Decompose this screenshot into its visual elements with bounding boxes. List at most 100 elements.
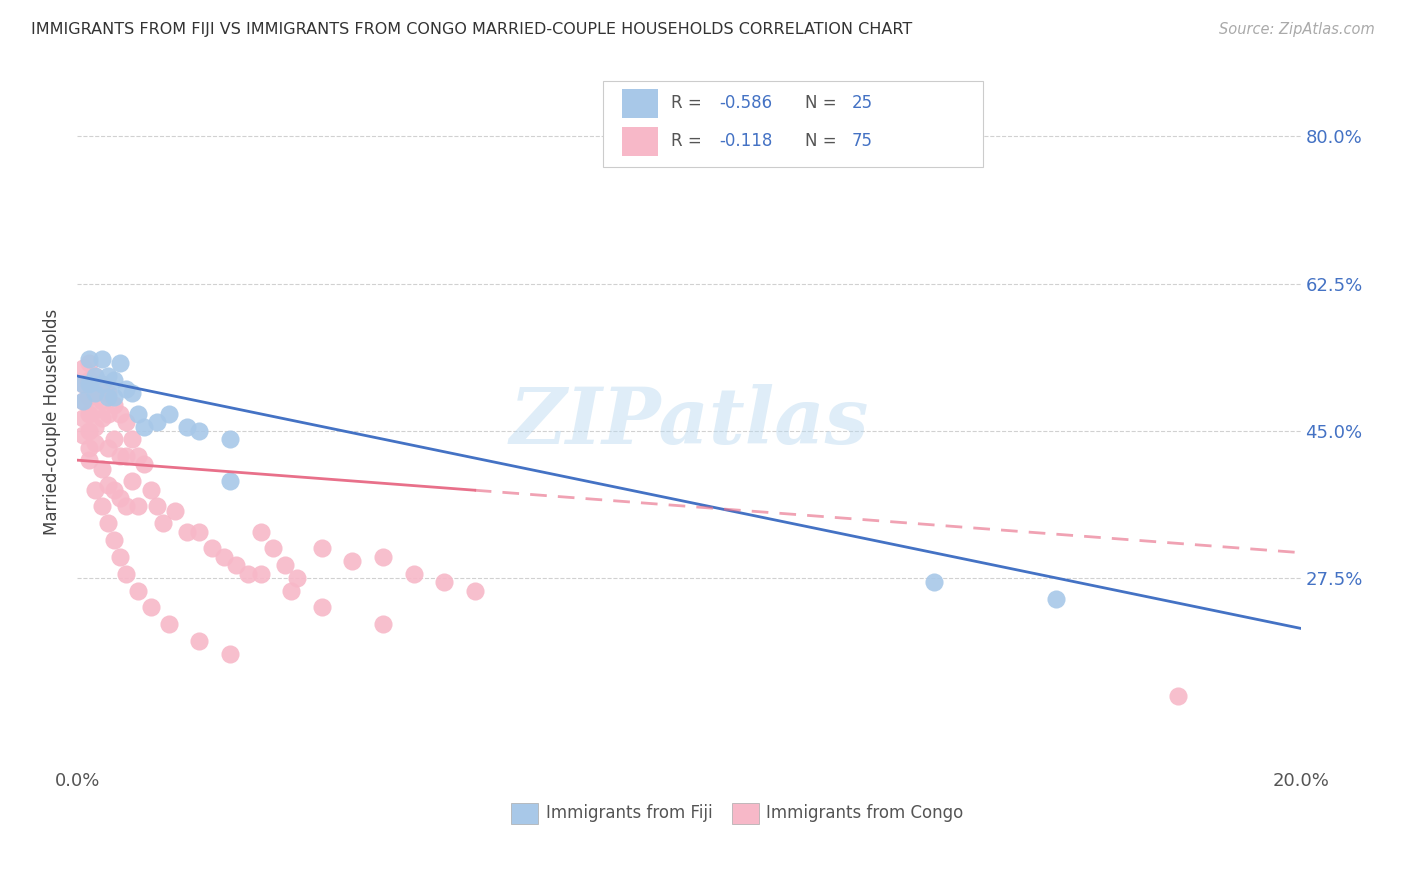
Point	[90, 500, 112, 514]
Point	[188, 634, 211, 648]
Point	[127, 407, 149, 421]
Point	[90, 352, 112, 367]
Point	[188, 524, 211, 539]
Point	[225, 558, 247, 573]
Point	[90, 377, 112, 392]
Point	[285, 571, 308, 585]
Point	[219, 432, 242, 446]
Point	[1167, 689, 1189, 703]
Point	[311, 541, 333, 556]
Point	[103, 390, 125, 404]
Point	[72, 428, 94, 442]
Bar	[731, 803, 759, 823]
Point	[145, 500, 167, 514]
Point	[127, 583, 149, 598]
Point	[79, 424, 101, 438]
Point	[97, 390, 120, 404]
Point	[79, 441, 101, 455]
Point	[115, 449, 138, 463]
Text: 25: 25	[852, 95, 873, 112]
Text: -0.586: -0.586	[720, 95, 772, 112]
Text: N =: N =	[806, 95, 842, 112]
Bar	[621, 88, 658, 118]
Point	[115, 415, 138, 429]
Point	[176, 419, 198, 434]
Text: Immigrants from Fiji: Immigrants from Fiji	[546, 805, 713, 822]
Point	[97, 407, 120, 421]
Point	[311, 600, 333, 615]
Point	[79, 352, 101, 367]
Point	[922, 575, 945, 590]
Y-axis label: Married-couple Households: Married-couple Households	[44, 310, 60, 535]
Point	[163, 503, 186, 517]
Point	[262, 541, 284, 556]
Text: Source: ZipAtlas.com: Source: ZipAtlas.com	[1219, 22, 1375, 37]
Point	[108, 449, 131, 463]
Point	[127, 500, 149, 514]
Text: N =: N =	[806, 132, 842, 150]
Point	[212, 549, 235, 564]
Point	[152, 516, 174, 531]
Point	[371, 549, 394, 564]
Point	[249, 566, 271, 581]
Point	[108, 407, 131, 421]
Point	[90, 411, 112, 425]
Point	[90, 461, 112, 475]
Point	[72, 411, 94, 425]
Point	[84, 369, 107, 384]
Point	[84, 385, 107, 400]
Point	[274, 558, 297, 573]
Point	[157, 617, 180, 632]
Point	[342, 554, 364, 568]
Point	[121, 474, 143, 488]
Point	[464, 583, 486, 598]
Point	[79, 377, 101, 392]
Point	[1045, 591, 1067, 606]
Point	[72, 377, 94, 392]
Point	[402, 566, 425, 581]
Point	[72, 394, 94, 409]
Point	[84, 436, 107, 450]
Point	[219, 647, 242, 661]
Point	[176, 524, 198, 539]
Point	[72, 394, 94, 409]
Text: ZIPatlas: ZIPatlas	[509, 384, 869, 460]
Point	[72, 377, 94, 392]
Text: R =: R =	[671, 95, 706, 112]
Point	[371, 617, 394, 632]
Point	[79, 407, 101, 421]
Point	[219, 474, 242, 488]
Point	[157, 407, 180, 421]
Point	[79, 373, 101, 387]
Point	[84, 402, 107, 417]
Point	[90, 377, 112, 392]
Point	[121, 432, 143, 446]
Text: 75: 75	[852, 132, 873, 150]
Point	[84, 419, 107, 434]
Point	[72, 360, 94, 375]
Point	[97, 441, 120, 455]
Point	[103, 399, 125, 413]
Point	[103, 483, 125, 497]
Point	[84, 369, 107, 384]
Point	[97, 369, 120, 384]
Point	[115, 382, 138, 396]
Point	[103, 373, 125, 387]
Point	[90, 394, 112, 409]
Point	[134, 458, 156, 472]
Point	[139, 600, 162, 615]
Point	[79, 390, 101, 404]
Point	[139, 483, 162, 497]
Point	[280, 583, 302, 598]
Point	[97, 516, 120, 531]
Point	[79, 356, 101, 370]
Point	[433, 575, 456, 590]
Point	[145, 415, 167, 429]
Point	[115, 566, 138, 581]
Point	[127, 449, 149, 463]
Point	[84, 483, 107, 497]
Point	[188, 424, 211, 438]
Text: -0.118: -0.118	[720, 132, 773, 150]
Point	[249, 524, 271, 539]
Bar	[621, 127, 658, 156]
